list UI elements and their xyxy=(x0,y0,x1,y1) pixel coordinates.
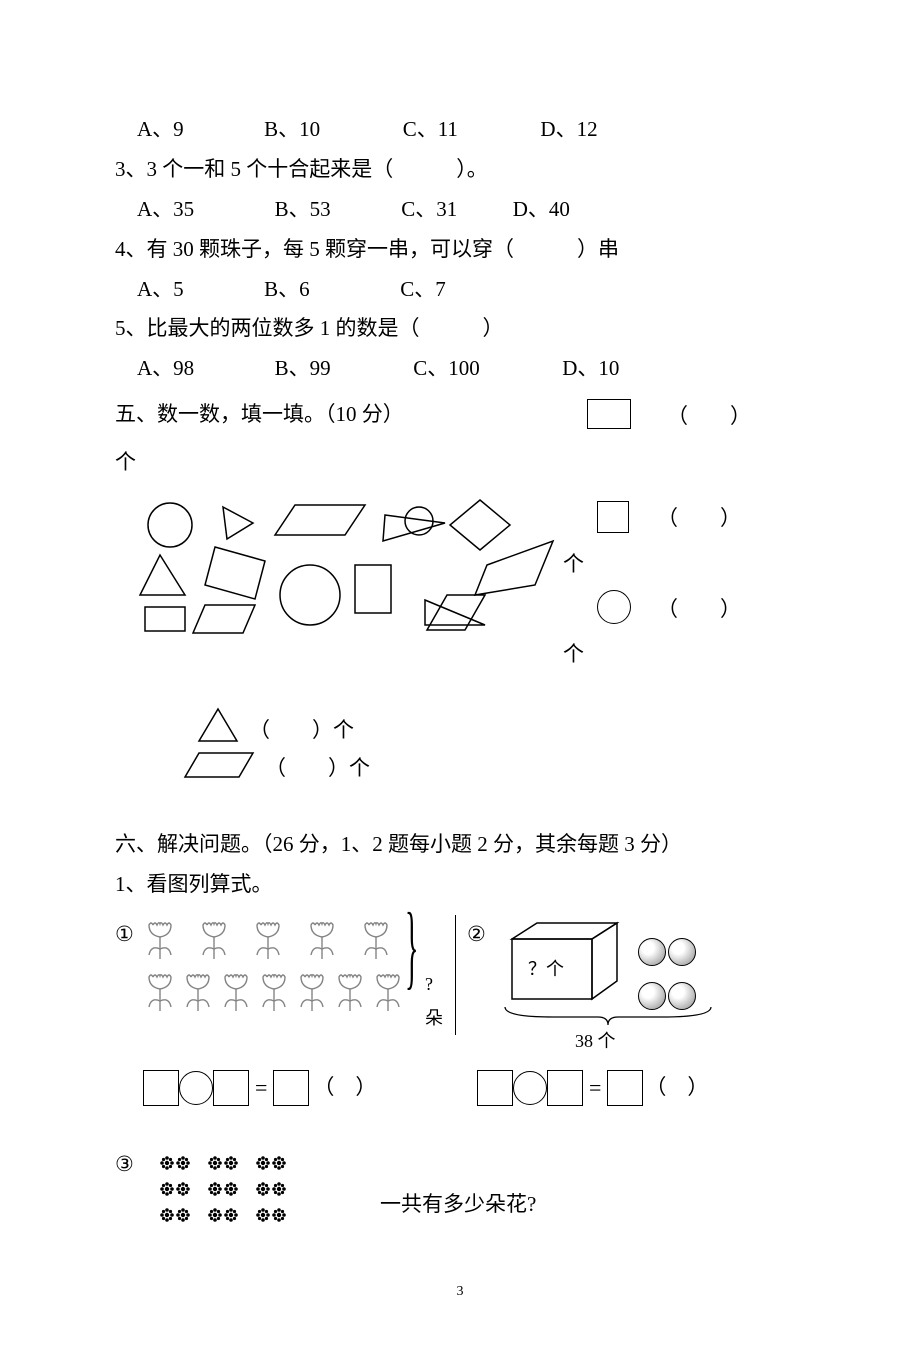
expr1-box1 xyxy=(143,1070,179,1106)
expr1-box2 xyxy=(213,1070,249,1106)
q3-text: 3、3 个一和 5 个十合起来是（ ）。 xyxy=(115,150,805,190)
q5-opt-b: B、99 xyxy=(275,349,331,389)
legend-square-unit: 个 xyxy=(563,545,584,585)
legend-circle-unit: 个 xyxy=(563,635,584,675)
q5-opt-c: C、100 xyxy=(413,349,480,389)
q2-opt-a: A、9 xyxy=(137,110,184,150)
svg-text:？个: ？个 xyxy=(528,959,564,979)
legend-rectangle-blank: （ ） xyxy=(667,397,751,437)
legend-triangle-icon xyxy=(195,705,241,745)
circled-1: ① xyxy=(115,915,134,955)
q1-label: 1、看图列算式。 xyxy=(115,865,805,905)
hbrace-label: 38 个 xyxy=(575,1024,616,1058)
q3-options: A、35 B、53 C、31 D、40 xyxy=(115,190,805,230)
legend-circle-blank: （ ） xyxy=(657,590,741,630)
legend-rectangle-icon xyxy=(587,399,631,429)
q2-opt-b: B、10 xyxy=(264,110,320,150)
q3-opt-a: A、35 xyxy=(137,190,194,230)
q4-text: 4、有 30 颗珠子，每 5 颗穿一串，可以穿（ ）串 xyxy=(115,230,805,270)
expr1-paren: （ ） xyxy=(313,1068,376,1108)
section-five: 五、数一数，填一填。（10 分） 个 （ ） （ ） 个 （ ） 个 （ ）个 … xyxy=(115,395,805,825)
q4-opt-b: B、6 xyxy=(264,270,310,310)
q3-opt-b: B、53 xyxy=(275,190,331,230)
circled-3: ③ xyxy=(115,1145,134,1185)
expr2-eq: = xyxy=(589,1067,601,1109)
legend-square-icon xyxy=(597,501,629,533)
q1-3-question: 一共有多少朵花? xyxy=(380,1185,536,1225)
section5-heading: 五、数一数，填一填。（10 分） xyxy=(115,395,404,435)
expr2-box1 xyxy=(477,1070,513,1106)
expr-row-1: = （ ） xyxy=(143,1067,376,1109)
flower-rows xyxy=(143,919,413,1023)
expr2-op xyxy=(513,1071,547,1105)
q2-prev-options: A、9 B、10 C、11 D、12 xyxy=(115,110,805,150)
q3-opt-d: D、40 xyxy=(513,190,570,230)
section-six: 六、解决问题。（26 分，1、2 题每小题 2 分，其余每题 3 分） 1、看图… xyxy=(115,825,805,1249)
shapes-figure xyxy=(135,495,555,705)
expr1-box3 xyxy=(273,1070,309,1106)
legend-square-blank: （ ） xyxy=(657,499,741,539)
q5-opt-a: A、98 xyxy=(137,349,194,389)
divider-line xyxy=(455,915,456,1035)
legend-circle-icon xyxy=(597,590,631,624)
expr2-paren: （ ） xyxy=(645,1068,708,1108)
q5-options: A、98 B、99 C、100 D、10 xyxy=(115,349,805,389)
q1-sub3: ③ 一共有多少朵花? xyxy=(115,1139,805,1249)
expr1-op xyxy=(179,1071,213,1105)
q4-opt-a: A、5 xyxy=(137,270,184,310)
cube-icon: ？个 xyxy=(492,919,622,1009)
q5-text: 5、比最大的两位数多 1 的数是（ ） xyxy=(115,309,805,349)
expr-row-2: = （ ） xyxy=(477,1067,708,1109)
q1-figure-area: ① } ? 朵 = （ ） ② ？个 xyxy=(115,909,805,1139)
expr2-box2 xyxy=(547,1070,583,1106)
brace-icon: } xyxy=(405,920,418,977)
q5-opt-d: D、10 xyxy=(562,349,619,389)
section5-unit-top: 个 xyxy=(115,443,136,483)
q4-opt-c: C、7 xyxy=(400,270,446,310)
expr1-eq: = xyxy=(255,1067,267,1109)
circled-2: ② xyxy=(467,915,486,955)
legend-parallelogram-icon xyxy=(183,749,257,781)
q2-opt-c: C、11 xyxy=(403,110,458,150)
dotflower-grid xyxy=(159,1145,303,1223)
legend-parallelogram-blank: （ ）个 xyxy=(265,749,370,789)
q3-opt-c: C、31 xyxy=(401,190,457,230)
legend-triangle-blank: （ ）个 xyxy=(249,711,354,751)
expr2-box3 xyxy=(607,1070,643,1106)
q2-opt-d: D、12 xyxy=(540,110,597,150)
brace-label: ? 朵 xyxy=(425,967,445,1035)
q4-options: A、5 B、6 C、7 xyxy=(115,270,805,310)
section6-heading: 六、解决问题。（26 分，1、2 题每小题 2 分，其余每题 3 分） xyxy=(115,825,805,865)
